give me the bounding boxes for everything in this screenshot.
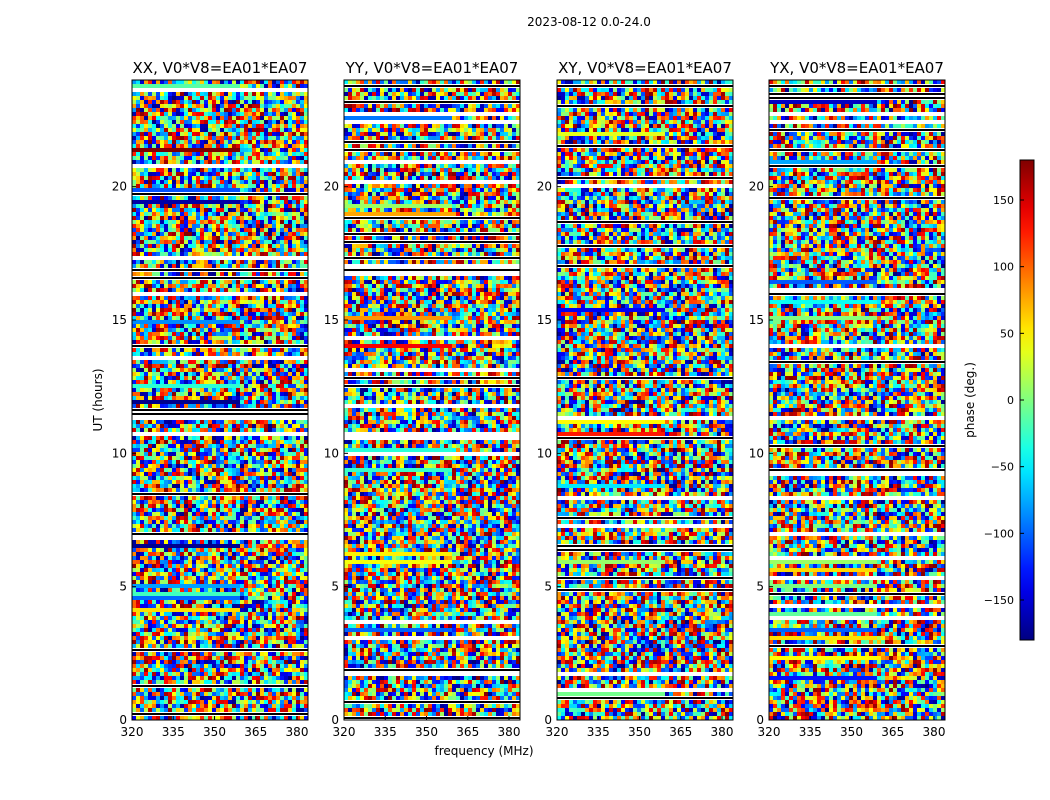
- axes-frame: [556, 79, 734, 721]
- y-tick-label: 10: [112, 446, 127, 460]
- colorbar-tick-label: 100: [993, 261, 1014, 274]
- colorbar-tick-label: 150: [993, 194, 1014, 207]
- colorbar-label: phase (deg.): [963, 362, 977, 438]
- x-tick-label: 365: [881, 725, 904, 739]
- y-tick-label: 5: [119, 580, 127, 594]
- x-tick-label: 320: [121, 725, 144, 739]
- y-tick-label: 10: [537, 446, 552, 460]
- y-tick-label: 10: [749, 446, 764, 460]
- y-tick-label: 5: [756, 580, 764, 594]
- y-tick-label: 20: [324, 180, 339, 194]
- y-tick-label: 0: [544, 713, 552, 727]
- panel-1: XX, V0*V8=EA01*EA07 320 335 350 365 380 0 5 10 15…: [112, 59, 309, 739]
- axes-frame: [768, 79, 946, 721]
- y-tick-label: 5: [331, 580, 339, 594]
- y-tick-label: 0: [331, 713, 339, 727]
- y-axis-label: UT (hours): [91, 368, 105, 431]
- phase-heatmap: [344, 80, 520, 720]
- x-tick-label: 365: [244, 725, 267, 739]
- colorbar-tick-label: 50: [1000, 327, 1014, 340]
- y-tick-label: 20: [537, 180, 552, 194]
- phase-heatmap: [769, 80, 945, 720]
- y-tick-label: 15: [324, 313, 339, 327]
- colorbar-tick-label: −100: [984, 527, 1014, 540]
- figure-title: 2023-08-12 0.0-24.0: [527, 15, 651, 29]
- panel-3: XY, V0*V8=EA01*EA07 320 335 350 365 380 0 5 10 15…: [537, 59, 734, 739]
- phase-heatmap: [557, 80, 733, 720]
- panel-title: XX, V0*V8=EA01*EA07: [133, 59, 308, 77]
- panel-title: YY, V0*V8=EA01*EA07: [345, 59, 519, 77]
- x-tick-label: 380: [498, 725, 521, 739]
- panel-2: YY, V0*V8=EA01*EA07 320 335 350 365 380 0 5 10 15…: [324, 59, 521, 739]
- y-tick-label: 15: [749, 313, 764, 327]
- phase-heatmap: [132, 80, 308, 720]
- colorbar: 150 100 50 0 −50 −100 −150: [984, 159, 1035, 641]
- y-tick-label: 5: [544, 580, 552, 594]
- panels: XX, V0*V8=EA01*EA07 320 335 350 365 380 0 5 10 15…: [112, 59, 946, 739]
- x-tick-label: 350: [840, 725, 863, 739]
- x-tick-label: 365: [669, 725, 692, 739]
- x-tick-label: 350: [628, 725, 651, 739]
- x-tick-label: 335: [587, 725, 610, 739]
- x-tick-label: 335: [374, 725, 397, 739]
- panel-4: YX, V0*V8=EA01*EA07 320 335 350 365 380 0 5 10 15…: [749, 59, 946, 739]
- y-tick-label: 15: [112, 313, 127, 327]
- x-axis-label: frequency (MHz): [434, 744, 533, 758]
- axes-frame: [343, 79, 521, 721]
- y-tick-label: 10: [324, 446, 339, 460]
- y-tick-label: 20: [749, 180, 764, 194]
- x-tick-label: 335: [799, 725, 822, 739]
- colorbar-tick-label: 0: [1007, 394, 1014, 407]
- x-tick-label: 320: [758, 725, 781, 739]
- y-tick-label: 0: [119, 713, 127, 727]
- y-tick-label: 0: [756, 713, 764, 727]
- panel-title: XY, V0*V8=EA01*EA07: [558, 59, 732, 77]
- colorbar-tick-label: −150: [984, 594, 1014, 607]
- x-tick-label: 350: [415, 725, 438, 739]
- colorbar-tick-label: −50: [991, 461, 1014, 474]
- panel-title: YX, V0*V8=EA01*EA07: [769, 59, 944, 77]
- x-tick-label: 380: [923, 725, 946, 739]
- x-tick-label: 350: [203, 725, 226, 739]
- y-tick-label: 20: [112, 180, 127, 194]
- x-tick-label: 365: [456, 725, 479, 739]
- x-tick-label: 320: [546, 725, 569, 739]
- axes-frame: [131, 79, 309, 721]
- x-tick-label: 320: [333, 725, 356, 739]
- x-tick-label: 335: [162, 725, 185, 739]
- y-tick-label: 15: [537, 313, 552, 327]
- x-tick-label: 380: [711, 725, 734, 739]
- x-tick-label: 380: [286, 725, 309, 739]
